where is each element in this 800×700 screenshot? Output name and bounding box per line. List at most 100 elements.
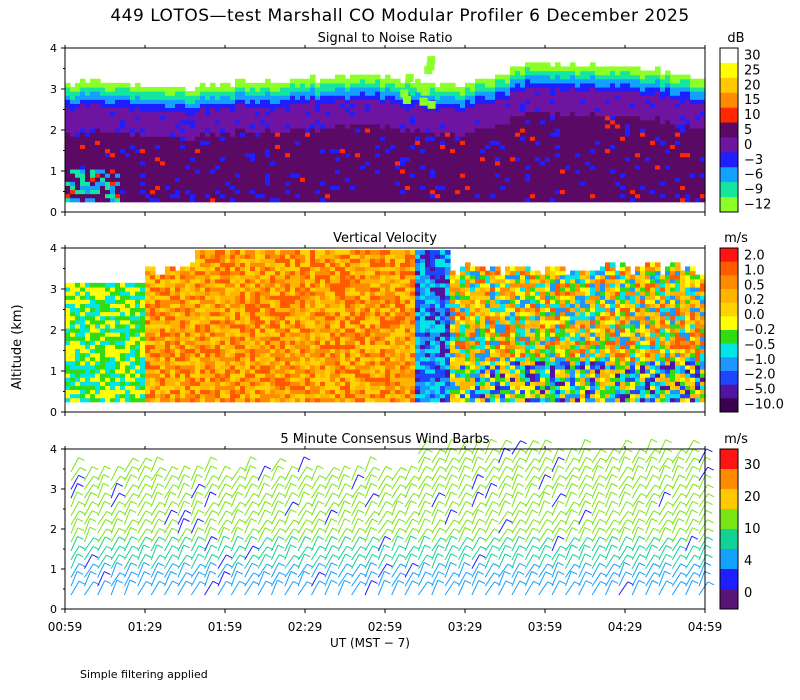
snr-cell bbox=[200, 160, 206, 166]
snr-cell bbox=[375, 168, 381, 174]
snr-cell bbox=[475, 78, 481, 84]
snr-cell bbox=[665, 82, 671, 88]
velocity-cell bbox=[180, 315, 186, 321]
snr-cell bbox=[330, 99, 336, 104]
snr-cell bbox=[365, 193, 371, 199]
snr-cell bbox=[380, 140, 386, 145]
snr-cell bbox=[95, 99, 101, 104]
snr-cell bbox=[260, 86, 266, 92]
snr-cell bbox=[540, 136, 546, 141]
snr-cell bbox=[205, 160, 211, 166]
snr-cell bbox=[545, 164, 551, 170]
snr-cell bbox=[115, 160, 121, 166]
snr-cell bbox=[75, 185, 81, 191]
velocity-cell bbox=[105, 377, 111, 382]
snr-cell bbox=[380, 185, 386, 191]
snr-cell bbox=[535, 119, 541, 125]
snr-cell bbox=[235, 127, 241, 133]
velocity-cell bbox=[180, 282, 186, 288]
snr-cell bbox=[525, 156, 531, 162]
snr-cell bbox=[315, 136, 321, 141]
snr-cell bbox=[160, 123, 166, 129]
snr-cell bbox=[325, 103, 331, 109]
snr-cell bbox=[560, 74, 566, 80]
snr-cell bbox=[330, 82, 336, 88]
snr-cell bbox=[300, 148, 306, 154]
snr-cell bbox=[255, 123, 261, 129]
snr-cell bbox=[320, 115, 326, 121]
velocity-cell bbox=[185, 274, 191, 280]
snr-cell bbox=[90, 173, 96, 178]
snr-cell bbox=[280, 82, 286, 88]
velocity-cell bbox=[220, 332, 226, 337]
velocity-cell bbox=[145, 348, 151, 354]
velocity-cell bbox=[135, 299, 141, 304]
snr-cell bbox=[70, 185, 76, 191]
snr-cell bbox=[440, 95, 446, 100]
snr-cell bbox=[560, 168, 566, 174]
snr-cell bbox=[400, 99, 406, 104]
snr-cell bbox=[245, 91, 251, 96]
snr-cell bbox=[155, 127, 161, 133]
snr-cell bbox=[550, 86, 556, 92]
snr-cell bbox=[635, 168, 641, 174]
velocity-cell bbox=[90, 397, 96, 403]
snr-cell bbox=[170, 127, 176, 133]
snr-cell bbox=[570, 66, 576, 72]
snr-cell bbox=[220, 115, 226, 121]
snr-cell bbox=[160, 181, 166, 186]
snr-cell bbox=[75, 177, 81, 182]
snr-cell bbox=[390, 181, 396, 186]
snr-cell bbox=[250, 82, 256, 88]
snr-cell bbox=[485, 148, 491, 154]
snr-cell bbox=[205, 103, 211, 109]
velocity-cell bbox=[65, 348, 71, 354]
snr-cell bbox=[110, 123, 116, 129]
snr-cell bbox=[580, 140, 586, 145]
snr-cell bbox=[550, 132, 556, 137]
snr-cell bbox=[115, 95, 121, 100]
snr-cell bbox=[305, 136, 311, 141]
snr-cell bbox=[415, 123, 421, 129]
snr-cell bbox=[220, 164, 226, 170]
snr-cell bbox=[90, 99, 96, 104]
snr-cell bbox=[75, 168, 81, 174]
snr-cell bbox=[355, 86, 361, 92]
snr-cell bbox=[175, 107, 181, 113]
velocity-cell bbox=[170, 364, 176, 370]
snr-cell bbox=[635, 74, 641, 80]
snr-cell bbox=[675, 111, 681, 117]
snr-cell bbox=[685, 177, 691, 182]
snr-cell bbox=[465, 160, 471, 166]
snr-cell bbox=[305, 164, 311, 170]
snr-cell bbox=[650, 160, 656, 166]
snr-cell bbox=[135, 136, 141, 141]
snr-cell bbox=[160, 140, 166, 145]
velocity-cell bbox=[160, 373, 166, 378]
velocity-cell bbox=[235, 385, 241, 391]
snr-cell bbox=[445, 136, 451, 141]
snr-cell bbox=[355, 91, 361, 96]
snr-cell bbox=[635, 95, 641, 100]
snr-cell bbox=[340, 152, 346, 158]
snr-cell bbox=[585, 115, 591, 121]
snr-cell bbox=[600, 78, 606, 84]
snr-cell bbox=[195, 189, 201, 195]
snr-cell bbox=[565, 136, 571, 141]
snr-cell bbox=[650, 78, 656, 84]
velocity-cell bbox=[230, 368, 236, 374]
snr-cell bbox=[255, 95, 261, 100]
snr-cell bbox=[535, 70, 541, 76]
velocity-cell bbox=[160, 291, 166, 296]
snr-cell bbox=[310, 127, 316, 133]
snr-cell bbox=[380, 119, 386, 125]
velocity-cell bbox=[140, 303, 146, 309]
snr-cell bbox=[415, 160, 421, 166]
snr-cell bbox=[115, 185, 121, 191]
snr-cell bbox=[100, 164, 106, 170]
velocity-cell bbox=[235, 381, 241, 386]
snr-cell bbox=[280, 197, 286, 203]
velocity-cell bbox=[85, 344, 91, 350]
snr-cell bbox=[695, 181, 701, 186]
snr-cell bbox=[455, 91, 461, 96]
